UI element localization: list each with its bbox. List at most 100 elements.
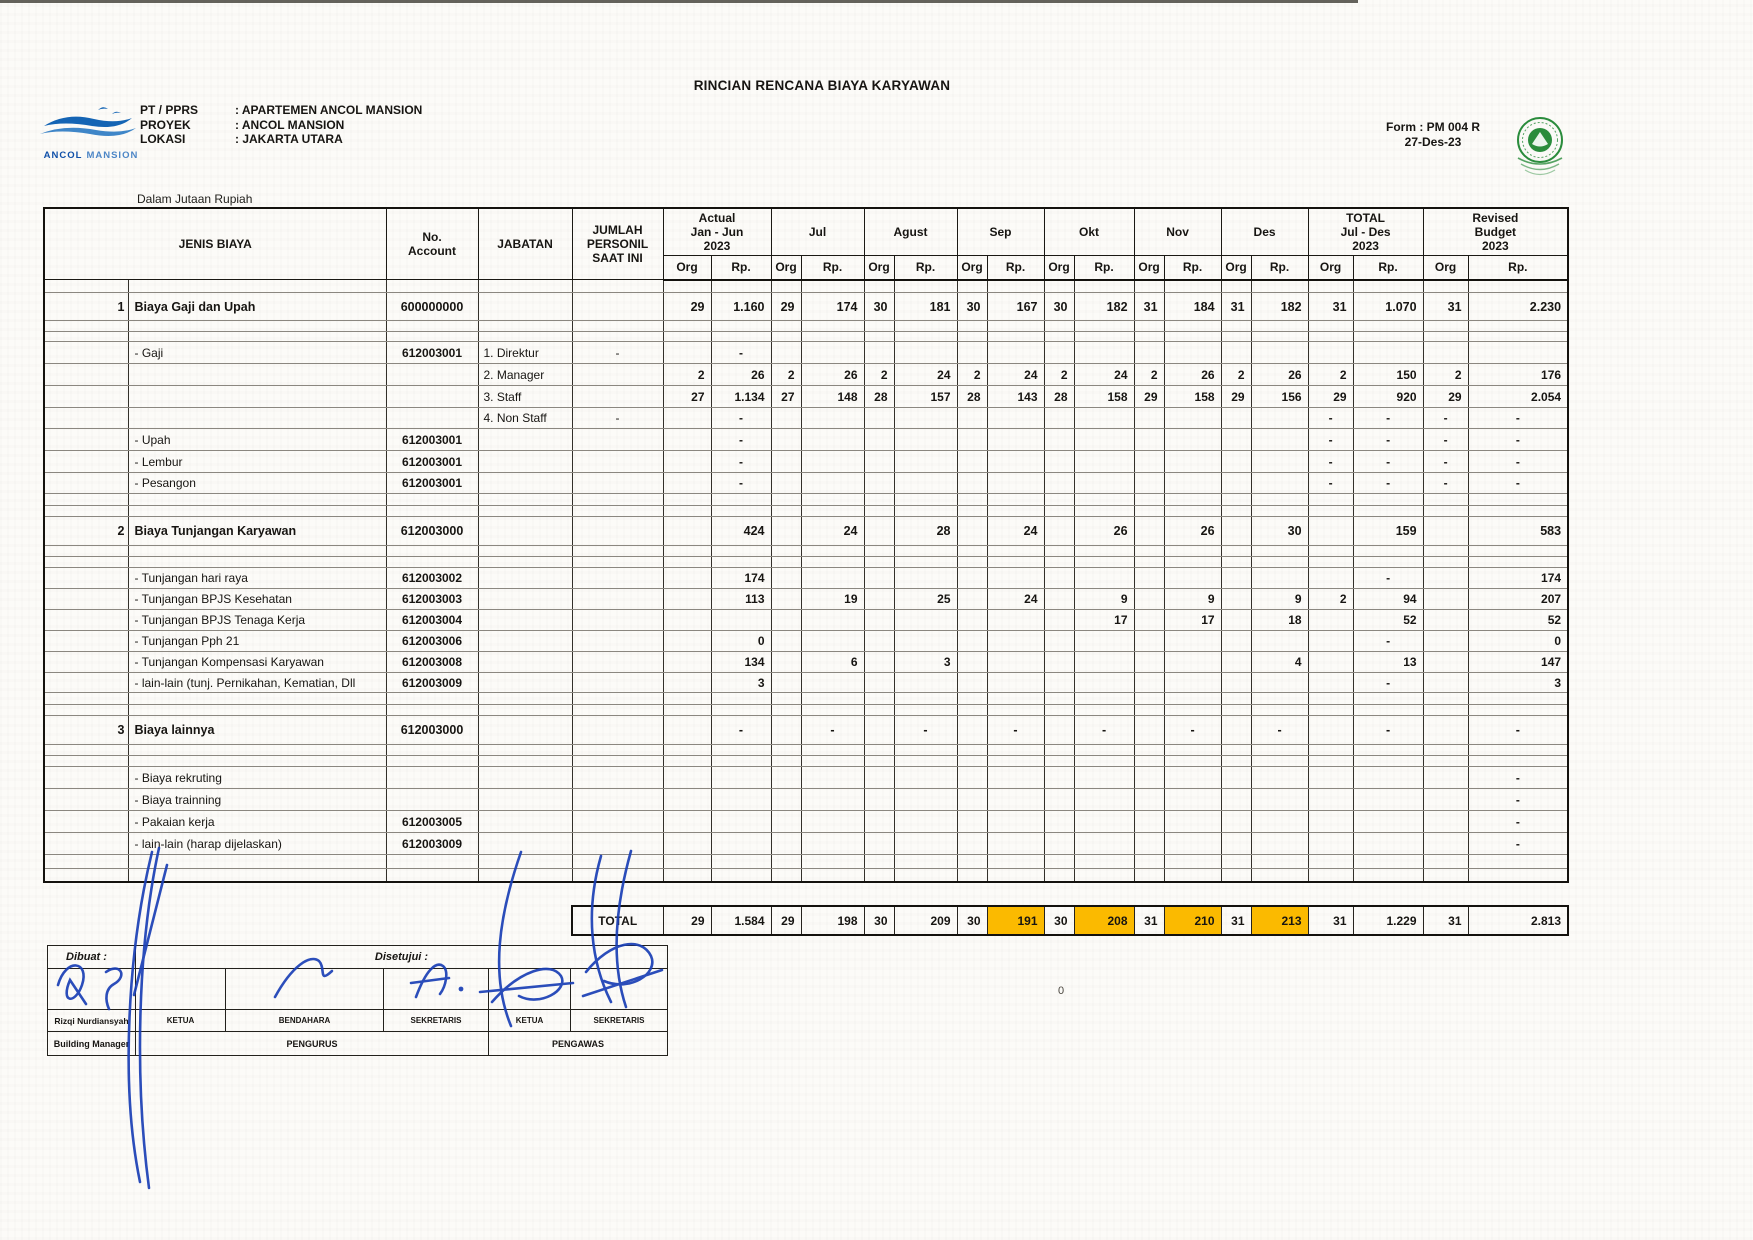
cell	[477, 493, 573, 506]
value-cell: 26	[1250, 363, 1309, 386]
value-cell: 2.230	[1467, 292, 1569, 321]
value-cell	[956, 556, 988, 568]
value-cell	[956, 715, 988, 745]
value-cell: 26	[1163, 516, 1222, 546]
value-cell: -	[1250, 715, 1309, 745]
value-cell	[1220, 788, 1252, 811]
cell: 612003000	[385, 516, 479, 546]
value-cell	[662, 744, 712, 756]
value-cell	[956, 854, 988, 869]
value-cell	[1133, 407, 1165, 429]
value-cell	[710, 788, 772, 811]
value-cell	[1220, 450, 1252, 473]
cell: - lain-lain (tunj. Pernikahan, Kematian,…	[127, 672, 387, 693]
value-cell: -	[1352, 428, 1424, 451]
value-cell: 207	[1467, 588, 1569, 610]
value-cell: 3	[1467, 672, 1569, 693]
value-cell	[893, 630, 958, 652]
value-cell	[662, 704, 712, 716]
cell	[571, 651, 664, 673]
value-cell	[1220, 279, 1252, 293]
value-cell: -	[1352, 567, 1424, 589]
value-cell: 9	[1163, 588, 1222, 610]
value-cell: 52	[1352, 609, 1424, 631]
value-cell: 143	[986, 385, 1045, 408]
value-cell	[1307, 516, 1354, 546]
value-cell	[986, 766, 1045, 789]
value-cell	[956, 630, 988, 652]
table-row: 2. Manager 2 26 2 26 2 24 2 24 2 24 2 26 2 26 2 150 2 176	[43, 363, 1569, 386]
value-cell: 424	[710, 516, 772, 546]
value-cell	[662, 407, 712, 429]
info-row: PROYEK: ANCOL MANSION	[140, 117, 345, 132]
value-cell	[1043, 567, 1075, 589]
value-cell	[1220, 609, 1252, 631]
value-cell	[1307, 810, 1354, 833]
value-cell	[893, 567, 958, 589]
value-cell	[1250, 832, 1309, 855]
value-cell: 3	[893, 651, 958, 673]
value-cell	[1133, 567, 1165, 589]
col-subheader-org: Org	[1307, 254, 1354, 281]
value-cell: 29	[1422, 385, 1469, 408]
value-cell	[986, 545, 1045, 557]
total-value-cell: 30	[956, 905, 988, 936]
cell	[385, 545, 479, 557]
header-row: JENIS BIAYA No. Account JABATAN JUMLAH PERS…	[43, 207, 1569, 280]
value-cell: 583	[1467, 516, 1569, 546]
value-cell	[1220, 505, 1252, 517]
value-cell	[1043, 744, 1075, 756]
col-subheader-rp: Rp.	[800, 254, 865, 281]
table-row: 3 Biaya lainnya 612003000- - - - - - - - -	[43, 715, 1569, 745]
signer-role: KETUA	[488, 1009, 571, 1032]
value-cell	[1133, 715, 1165, 745]
value-cell	[1133, 450, 1165, 473]
value-cell	[770, 331, 802, 342]
cell	[571, 588, 664, 610]
value-cell	[986, 672, 1045, 693]
cell	[385, 854, 479, 869]
total-value-cell: 191	[986, 905, 1045, 936]
signer-group: PENGAWAS	[488, 1031, 668, 1056]
table-row	[43, 755, 1569, 767]
value-cell	[863, 588, 895, 610]
value-cell: 182	[1073, 292, 1135, 321]
value-cell	[1250, 279, 1309, 293]
cell	[571, 854, 664, 869]
value-cell	[1073, 788, 1135, 811]
col-subheader-rp: Rp.	[893, 254, 958, 281]
value-cell	[1250, 868, 1309, 882]
col-subheader-org: Org	[662, 254, 712, 281]
cell: 600000000	[385, 292, 479, 321]
value-cell	[1043, 672, 1075, 693]
cell	[43, 385, 129, 408]
value-cell	[770, 854, 802, 869]
cell: -	[571, 407, 664, 429]
value-cell	[1352, 832, 1424, 855]
value-cell	[662, 651, 712, 673]
value-cell	[1422, 556, 1469, 568]
value-cell: 174	[710, 567, 772, 589]
value-cell	[986, 810, 1045, 833]
value-cell: 2	[1220, 363, 1252, 386]
value-cell	[1163, 472, 1222, 494]
value-cell	[710, 766, 772, 789]
value-cell	[1467, 279, 1569, 293]
value-cell: 4	[1250, 651, 1309, 673]
cell	[477, 692, 573, 705]
cell: - Tunjangan Kompensasi Karyawan	[127, 651, 387, 673]
cell: 1. Direktur	[477, 341, 573, 364]
value-cell	[863, 868, 895, 882]
table-row	[43, 331, 1569, 342]
value-cell	[1163, 341, 1222, 364]
value-cell	[1307, 704, 1354, 716]
cell	[385, 320, 479, 332]
value-cell: 1.070	[1352, 292, 1424, 321]
value-cell	[1250, 692, 1309, 705]
value-cell: -	[1352, 472, 1424, 494]
cell: - Pesangon	[127, 472, 387, 494]
cell	[477, 320, 573, 332]
value-cell	[1163, 450, 1222, 473]
cell: 612003001	[385, 472, 479, 494]
value-cell	[956, 609, 988, 631]
